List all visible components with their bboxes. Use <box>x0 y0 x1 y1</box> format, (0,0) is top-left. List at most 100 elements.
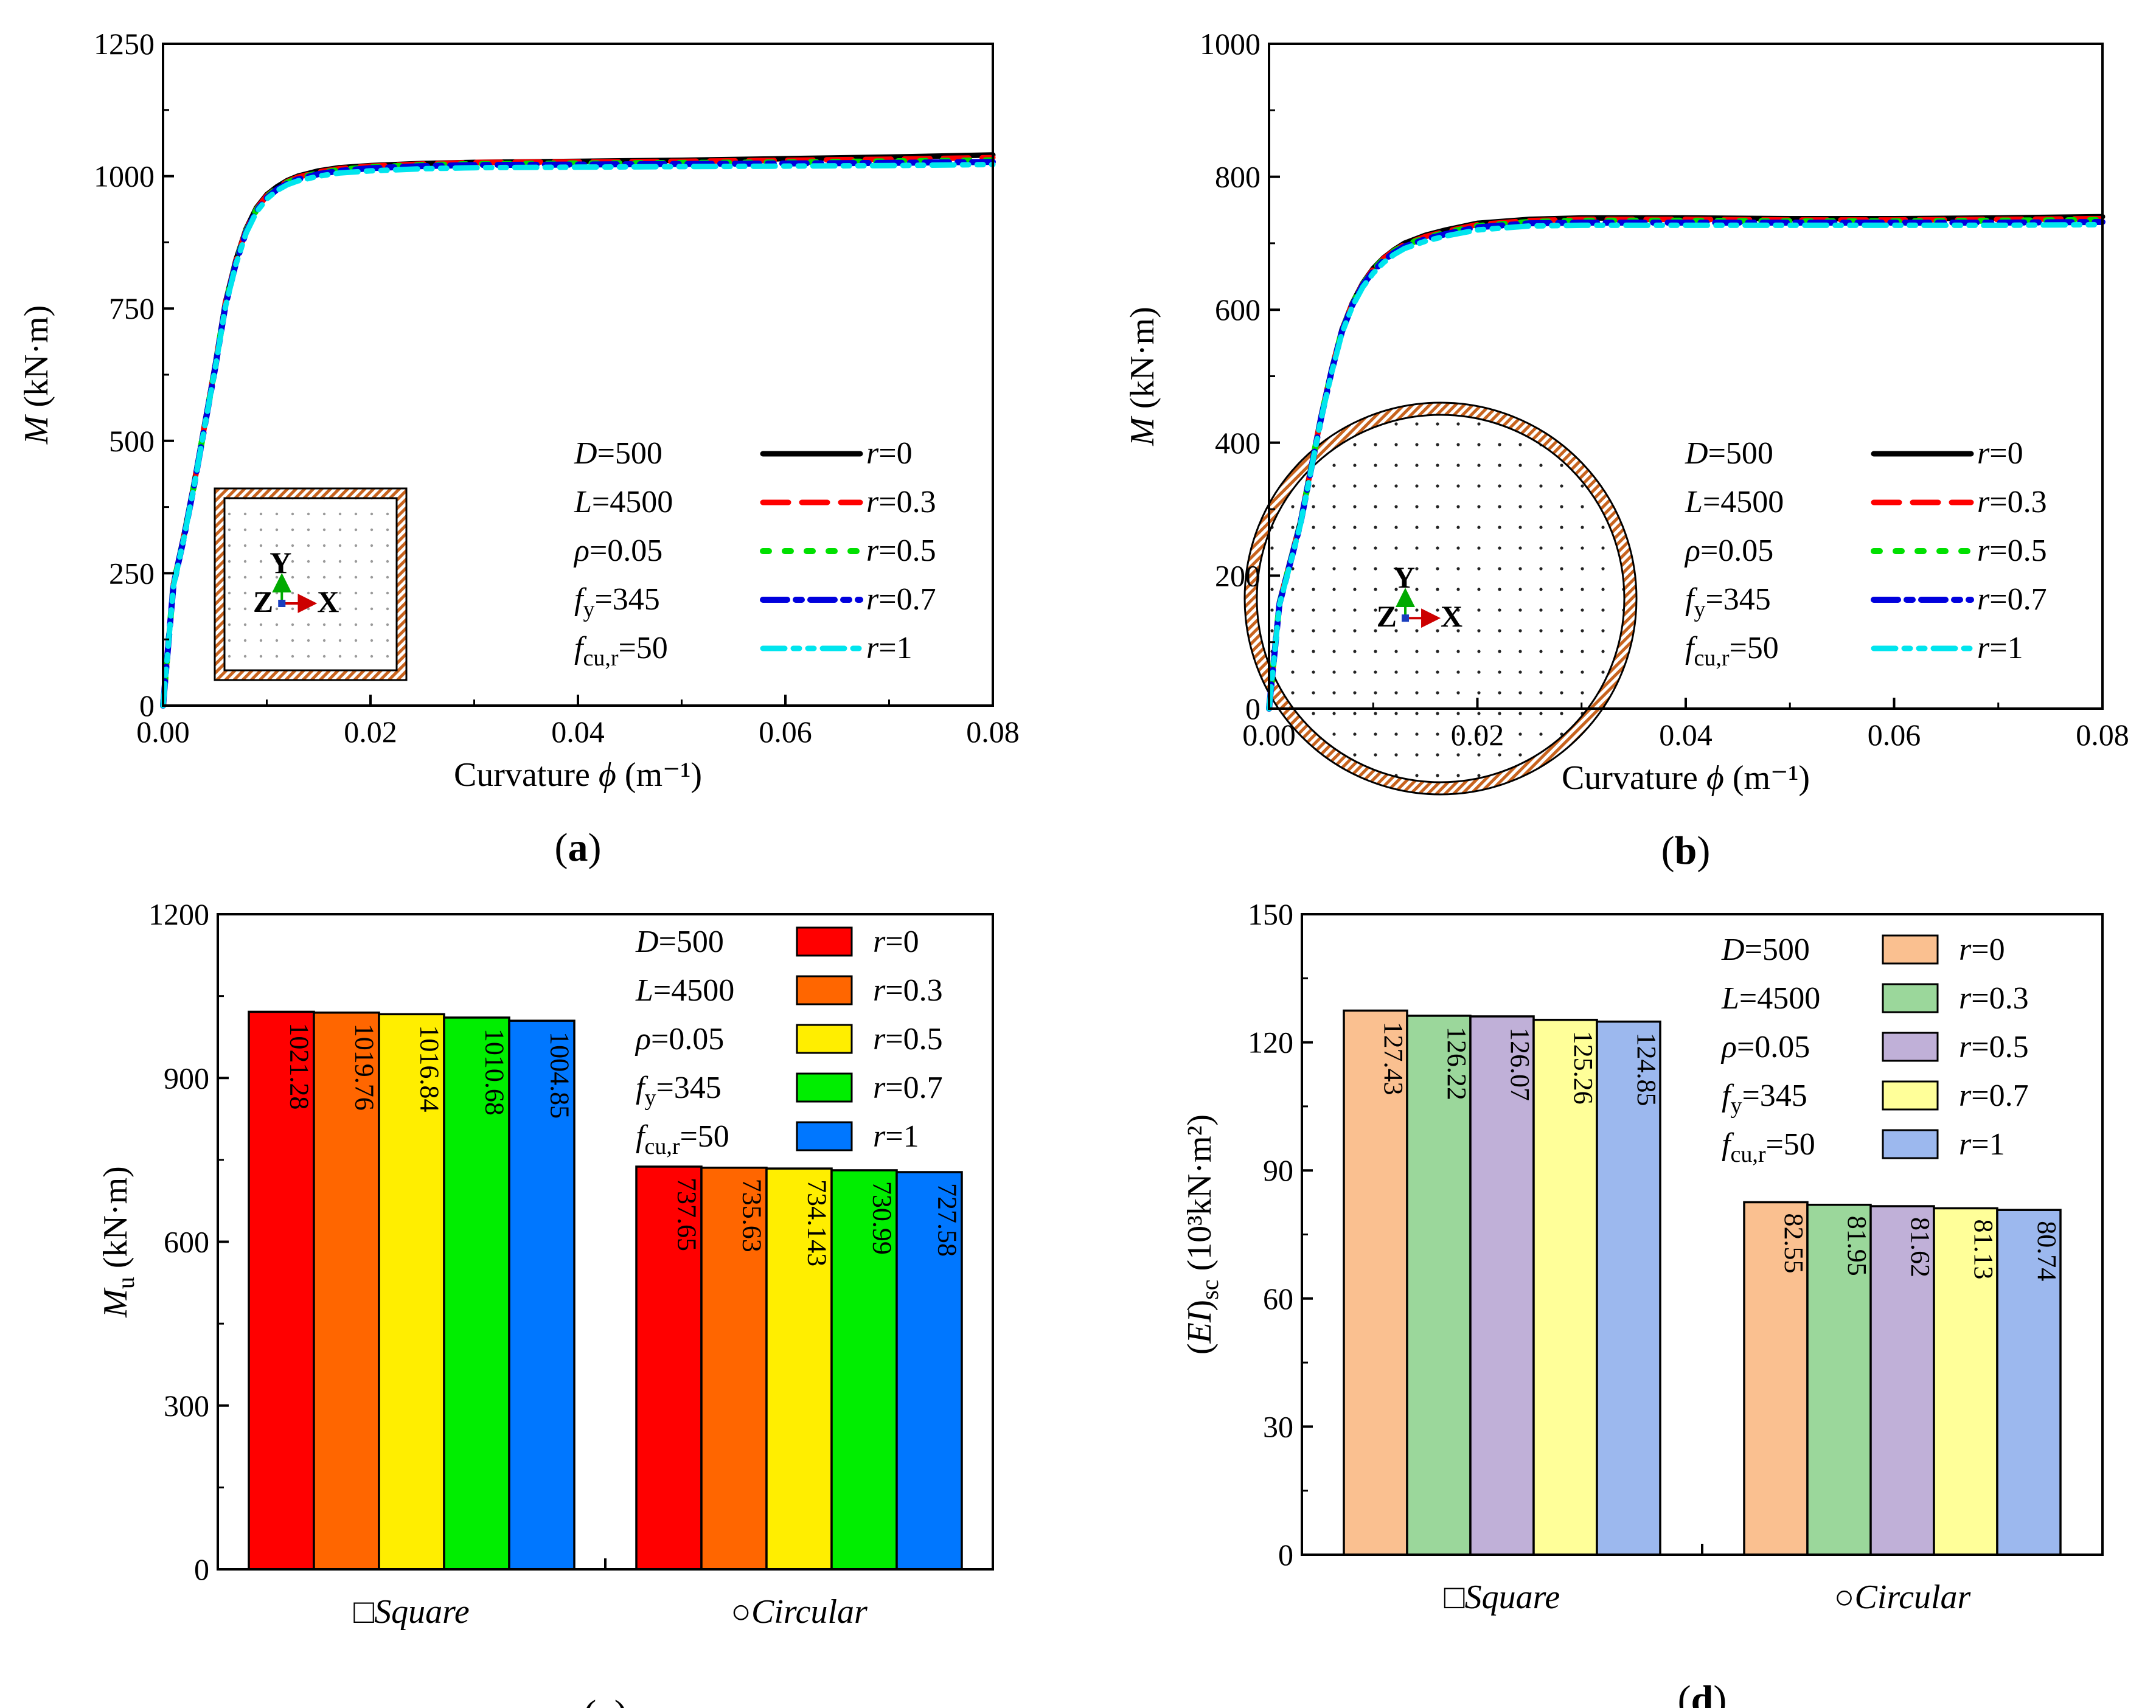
section-inset: XYZ <box>1245 403 1636 794</box>
legend-value: =0.3 <box>878 485 936 519</box>
legend-label: r=0.7 <box>1977 582 2047 617</box>
y-tick-label: 1000 <box>1200 27 1261 61</box>
x-tick-label: 0.02 <box>344 715 397 749</box>
legend-param: ρ=0.05 <box>1684 533 1773 568</box>
x-category-label: □Square <box>1444 1578 1560 1616</box>
legend-symbol: r <box>1977 631 1990 665</box>
param-value: =500 <box>659 925 724 959</box>
legend-param: fcu,r=50 <box>636 1119 729 1159</box>
category-name: Circular <box>1854 1578 1970 1616</box>
param-symbol: ρ <box>635 1022 651 1057</box>
category-glyph: ○ <box>731 1593 751 1631</box>
legend-value: =0.5 <box>878 533 936 568</box>
legend-swatch-r=0.3 <box>1883 984 1938 1012</box>
legend-value: =0.7 <box>1989 582 2046 617</box>
x-axis-label: Curvature ϕ (m⁻¹) <box>454 756 702 794</box>
legend-label: r=0.7 <box>1959 1078 2029 1113</box>
inset-x-label: X <box>317 585 339 619</box>
inset-x-label: X <box>1441 599 1462 633</box>
param-subscript: y <box>1730 1093 1742 1119</box>
ylabel-sub: sc <box>1196 1280 1223 1300</box>
legend-swatch-r=0.3 <box>797 976 852 1004</box>
bar-data-label: 124.85 <box>1632 1033 1661 1106</box>
param-subscript: y <box>644 1085 656 1111</box>
x-category-label: ○Circular <box>731 1593 868 1631</box>
category-name: Square <box>1465 1578 1560 1616</box>
inset-z-label: Z <box>1377 599 1397 633</box>
xlabel-symbol: ϕ <box>599 756 616 794</box>
ylabel-unit: (10³kN·m²) <box>1181 1114 1219 1280</box>
xlabel-text: Curvature <box>454 756 599 794</box>
y-tick-label: 1000 <box>94 159 155 193</box>
legend-param: fcu,r=50 <box>574 631 668 671</box>
ylabel-symbol: EI <box>1181 1310 1219 1344</box>
param-value: =4500 <box>592 485 673 519</box>
z-axis-marker <box>1402 614 1409 622</box>
bar-data-label: 1021.28 <box>285 1022 315 1109</box>
legend-value: =0.3 <box>1989 485 2046 519</box>
caption-paren: ( <box>1678 1678 1691 1708</box>
param-value: =0.05 <box>1737 1030 1810 1064</box>
legend-label: r=0.5 <box>1977 533 2047 568</box>
param-value: =50 <box>680 1119 729 1154</box>
legend-swatch-r=0 <box>1883 936 1938 963</box>
legend-value: =0.5 <box>1971 1030 2028 1064</box>
param-symbol: D <box>1721 932 1745 967</box>
legend-swatch-r=1 <box>1883 1130 1938 1158</box>
chart-d: 127.43 126.22 126.07 125.26 124.85 □Square 82.… <box>1181 897 2102 1708</box>
category-name: Circular <box>751 1593 868 1631</box>
param-value: =0.05 <box>1700 533 1773 568</box>
param-value: =500 <box>1745 932 1810 967</box>
y-tick-label: 30 <box>1263 1409 1293 1443</box>
bar-data-label: 730.99 <box>868 1181 897 1255</box>
bar-data-label: 126.07 <box>1505 1027 1535 1101</box>
legend-param: L=4500 <box>1685 485 1784 519</box>
bar-data-label: 1004.85 <box>545 1032 575 1119</box>
bar-data-label: 126.22 <box>1442 1027 1472 1100</box>
legend-label: r=0.3 <box>873 973 943 1008</box>
legend-symbol: r <box>873 925 886 959</box>
legend-param: fy=345 <box>574 582 660 622</box>
y-tick-label: 200 <box>1215 558 1261 592</box>
param-value: =500 <box>597 436 662 471</box>
bar-data-label: 737.65 <box>672 1178 702 1251</box>
category-name: Square <box>374 1593 470 1631</box>
legend-symbol: r <box>866 631 879 665</box>
legend-symbol: r <box>866 485 879 519</box>
ylabel-paren: ) <box>1181 1300 1219 1311</box>
legend-value: =0 <box>885 925 919 959</box>
legend-value: =0.7 <box>878 582 936 617</box>
y-tick-label: 120 <box>1248 1026 1293 1060</box>
x-tick-label: 0.04 <box>1659 718 1713 752</box>
caption-paren: ( <box>1661 828 1675 873</box>
bar-data-label: 81.95 <box>1842 1216 1872 1276</box>
legend-symbol: r <box>873 973 886 1008</box>
legend-symbol: r <box>866 533 879 568</box>
legend-value: =0.5 <box>1989 533 2046 568</box>
ylabel-unit: (kN·m) <box>97 1166 134 1277</box>
category-glyph: □ <box>353 1593 374 1631</box>
legend-label: r=0 <box>866 436 913 471</box>
bar-data-label: 125.26 <box>1568 1031 1598 1105</box>
x-tick-label: 0.06 <box>759 715 812 749</box>
param-value: =4500 <box>1739 981 1820 1016</box>
legend-symbol: r <box>873 1071 886 1105</box>
caption-letter: d <box>1691 1678 1714 1708</box>
legend-symbol: r <box>866 436 879 471</box>
legend-param: fy=345 <box>1685 582 1771 622</box>
ylabel-symbol: M <box>97 1287 134 1318</box>
legend-param: L=4500 <box>635 973 734 1008</box>
legend-label: r=0.3 <box>1977 485 2047 519</box>
legend-swatch-r=0 <box>797 928 852 956</box>
y-tick-label: 300 <box>164 1389 209 1423</box>
y-axis-label: Mu (kN·m) <box>97 1166 139 1318</box>
legend-label: r=0.5 <box>866 533 936 568</box>
param-value: =345 <box>1705 582 1770 617</box>
bar-data-label: 1010.68 <box>480 1029 510 1116</box>
param-symbol: D <box>1685 436 1708 471</box>
xlabel-symbol: ϕ <box>1706 759 1724 797</box>
legend-value: =1 <box>1989 631 2023 665</box>
legend-param: fcu,r=50 <box>1722 1127 1815 1167</box>
legend-swatch-r=0.5 <box>1883 1033 1938 1061</box>
legend-label: r=0 <box>1977 436 2023 471</box>
